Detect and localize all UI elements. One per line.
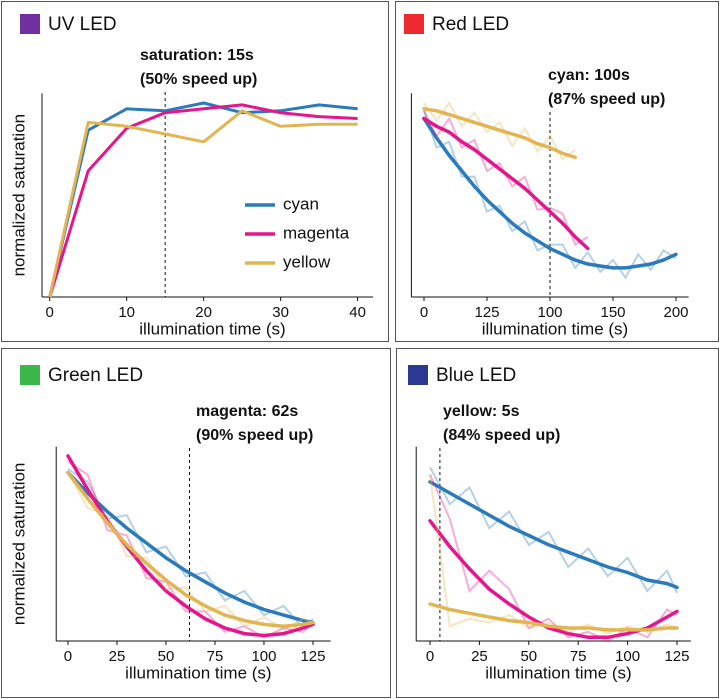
x-tick-label: 0 [420,304,428,321]
x-tick-label: 0 [64,648,72,665]
x-axis-label: illumination time (s) [125,663,271,682]
legend-label: magenta [283,223,350,242]
annotation: (90% speed up) [196,427,313,444]
x-tick-label: 30 [272,304,289,321]
x-tick-label: 40 [349,304,366,321]
fit-line [428,480,679,590]
panel-frame [395,1,719,342]
x-axis-label: illumination time (s) [139,319,285,338]
title-swatch [404,14,424,34]
annotation: (50% speed up) [140,71,257,88]
x-tick-label: 125 [300,648,325,665]
x-axis-label: illumination time (s) [485,663,631,682]
x-tick-label: 0 [46,304,54,321]
fit-line [66,470,315,628]
x-tick-label: 0 [426,648,434,665]
x-tick-label: 20 [195,304,212,321]
legend-label: yellow [283,252,331,271]
x-tick-label: 50 [158,648,175,665]
raw-line [429,474,678,635]
x-tick-label: 100 [615,648,640,665]
fit-line [422,116,590,251]
x-tick-label: 75 [570,648,587,665]
x-axis-label: illumination time (s) [482,319,628,338]
legend-label: cyan [283,194,319,213]
y-axis-label: normalized saturation [9,463,28,626]
title-swatch [20,14,40,34]
x-tick-label: 150 [600,304,625,321]
x-tick-label: 100 [537,304,562,321]
panel-frame [396,348,719,698]
x-tick-label: 10 [118,304,135,321]
annotation: (84% speed up) [443,427,560,444]
panel-title: Blue LED [436,365,516,386]
raw-line [67,468,314,630]
x-tick-label: 50 [520,648,537,665]
title-swatch [20,365,40,385]
panel-title: UV LED [48,14,117,35]
raw-line [429,466,678,594]
fit-line [66,470,315,625]
annotation: magenta: 62s [196,403,298,420]
x-tick-label: 125 [474,304,499,321]
annotation: yellow: 5s [443,403,520,420]
title-swatch [408,365,428,385]
raw-line [67,472,314,632]
x-tick-label: 125 [664,648,689,665]
panel-title: Green LED [48,365,143,386]
x-tick-label: 25 [109,648,126,665]
panel-title: Red LED [432,14,509,35]
annotation: cyan: 100s [548,67,630,84]
fit-line [428,602,679,632]
raw-line [429,474,678,643]
annotation: (87% speed up) [548,91,665,108]
x-tick-label: 25 [471,648,488,665]
series-line [48,103,358,298]
x-tick-label: 75 [207,648,224,665]
y-axis-label: normalized saturation [9,114,28,277]
panel-frame [1,1,389,342]
x-tick-label: 200 [663,304,688,321]
annotation: saturation: 15s [140,47,254,64]
x-tick-label: 100 [251,648,276,665]
fit-line [422,107,577,160]
fit-line [422,116,678,270]
series-line [48,109,358,298]
raw-line [423,101,576,161]
panel-frame [1,348,391,698]
